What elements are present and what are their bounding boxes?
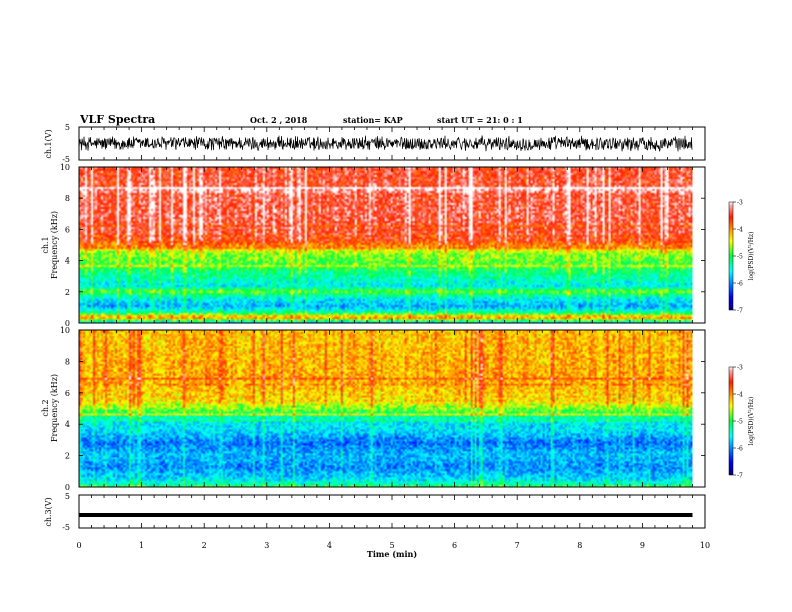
start-time-label: start UT = 21: 0 : 1	[437, 115, 523, 125]
x-tick-label: 0	[76, 541, 81, 550]
ch2-colorbar-ticks: -3 -4 -5 -6 -7	[733, 365, 743, 480]
ch1-waveform-panel: 5 -5 ch.1(V)	[44, 123, 706, 164]
colorbar-tick-label: -4	[737, 392, 743, 399]
ch1-spectrogram-ytick-labels: 0 2 4 6 8 10	[60, 163, 705, 328]
colorbar-tick-label: -7	[737, 473, 743, 480]
ch1-waveform-line	[78, 135, 693, 152]
y-tick-label: 4	[65, 257, 70, 266]
y-tick-label: 0	[65, 319, 70, 328]
ch2-colorbar: -3 -4 -5 -6 -7 log(PSD)(V²/Hz)	[728, 365, 755, 480]
x-tick-label: 6	[452, 541, 457, 550]
ch2-spectrogram-ticks	[78, 330, 706, 487]
y-tick-label: 2	[65, 288, 70, 297]
ch1-spectrogram-image	[79, 167, 693, 323]
y-tick-label: 6	[65, 225, 70, 234]
ch1-colorbar: -3 -4 -5 -6 -7 log(PSD)(V²/Hz)	[728, 200, 755, 315]
ch2-colorbar-scale	[729, 367, 733, 475]
ch3-waveform-ylabel: ch.3(V)	[44, 497, 53, 526]
ch1-ytick-top: 5	[65, 123, 70, 132]
date-label: Oct. 2 , 2018	[250, 115, 308, 125]
ch2-spectrogram-channel-label: ch.2	[41, 399, 50, 416]
colorbar-tick-label: -6	[737, 446, 743, 453]
y-tick-label: 4	[65, 420, 70, 429]
ch3-ytick-top: 5	[65, 492, 70, 501]
x-tick-label: 8	[577, 541, 582, 550]
ch3-waveform-ticks	[78, 495, 706, 528]
ch3-ytick-bottom: -5	[62, 523, 70, 532]
ch2-spectrogram-ytick-labels: 0 2 4 6 8 10	[60, 326, 705, 492]
x-tick-label: 4	[327, 541, 332, 550]
ch3-waveform-panel: 5 -5 ch.3(V)	[44, 492, 706, 532]
station-label: station= KAP	[343, 115, 403, 125]
ch2-spectrogram-image	[79, 330, 693, 487]
ch1-spectrogram-ylabel: Frequency (kHz)	[50, 211, 59, 279]
colorbar-tick-label: -5	[737, 254, 743, 261]
figure-title: VLF Spectra	[79, 113, 155, 126]
x-tick-label: 3	[264, 541, 269, 550]
y-tick-label: 0	[65, 483, 70, 492]
x-axis-tick-labels: 0 1 2 3 4 5 6 7 8 9 10	[76, 541, 710, 550]
y-tick-label: 10	[60, 163, 70, 172]
ch1-waveform-ticks	[78, 127, 706, 160]
y-tick-label: 2	[65, 452, 70, 461]
ch1-colorbar-ticks: -3 -4 -5 -6 -7	[733, 200, 743, 315]
colorbar-tick-label: -3	[737, 200, 743, 207]
y-tick-label: 8	[65, 194, 70, 203]
colorbar-tick-label: -3	[737, 365, 743, 372]
x-tick-label: 7	[515, 541, 520, 550]
colorbar-tick-label: -7	[737, 308, 743, 315]
colorbar-tick-label: -4	[737, 227, 743, 234]
y-tick-label: 6	[65, 389, 70, 398]
x-tick-label: 1	[139, 541, 144, 550]
ch1-waveform-ylabel: ch.1(V)	[44, 129, 53, 158]
x-tick-label: 5	[389, 541, 394, 550]
ch1-spectrogram-panel: 0 2 4 6 8 10 ch.1 Frequency (kHz)	[41, 163, 706, 328]
x-tick-label: 2	[202, 541, 207, 550]
x-axis-label: Time (min)	[367, 549, 417, 559]
x-tick-label: 9	[640, 541, 645, 550]
ch1-colorbar-scale	[729, 202, 733, 310]
ch1-spectrogram-ticks	[78, 167, 706, 323]
x-tick-label: 10	[700, 541, 710, 550]
ch2-spectrogram-panel: 0 2 4 6 8 10 ch.2 Frequency (kHz)	[41, 326, 706, 492]
y-tick-label: 10	[60, 326, 70, 335]
ch2-spectrogram-ylabel: Frequency (kHz)	[50, 374, 59, 442]
ch1-ytick-bottom: -5	[62, 155, 70, 164]
colorbar-tick-label: -5	[737, 419, 743, 426]
y-tick-label: 8	[65, 357, 70, 366]
ch2-colorbar-label: log(PSD)(V²/Hz)	[748, 397, 755, 446]
ch1-colorbar-label: log(PSD)(V²/Hz)	[748, 232, 755, 281]
colorbar-tick-label: -6	[737, 281, 743, 288]
ch1-spectrogram-channel-label: ch.1	[41, 236, 50, 253]
